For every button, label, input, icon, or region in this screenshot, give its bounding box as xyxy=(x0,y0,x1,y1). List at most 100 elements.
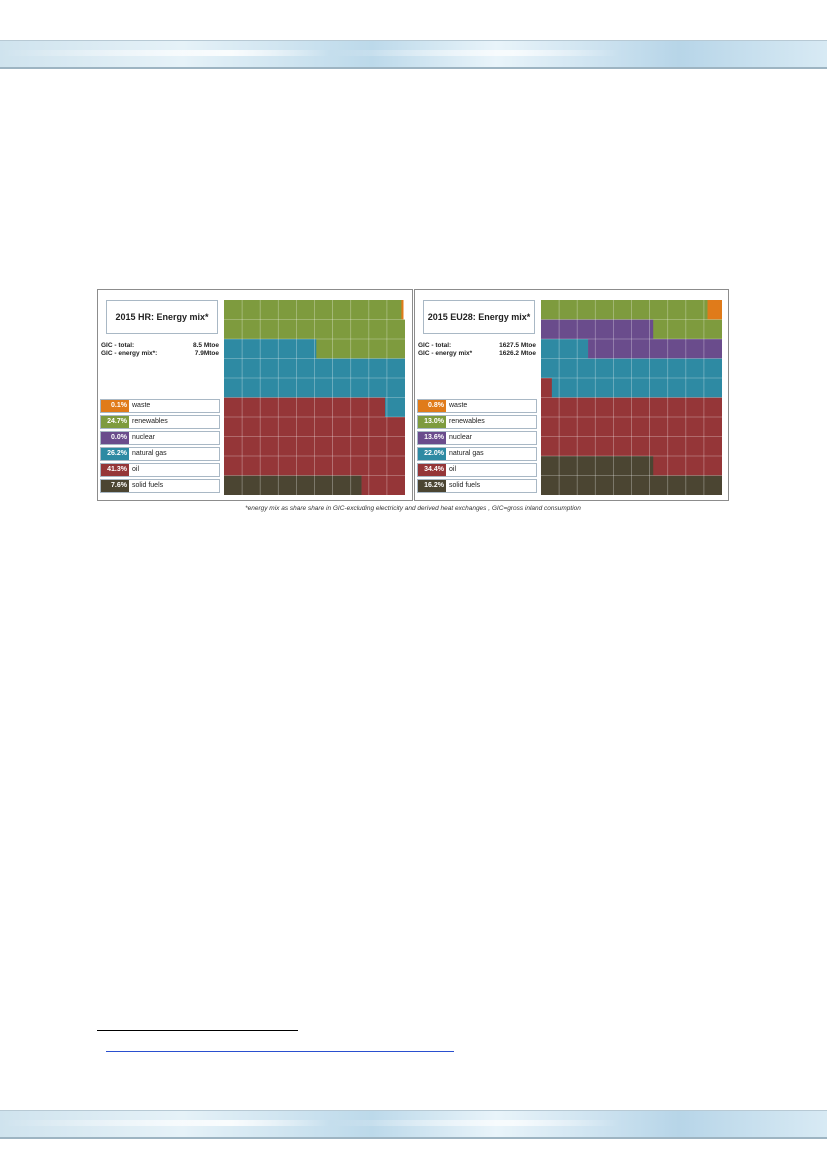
waffle-cell-oil xyxy=(541,436,560,456)
waffle-cell-oil xyxy=(667,417,687,437)
waffle-cell-oil xyxy=(350,456,370,476)
waffle-cell-oil xyxy=(368,417,388,437)
waffle-cell-oil xyxy=(350,417,370,437)
legend-label: waste xyxy=(449,402,468,409)
waffle-cell-natural-gas xyxy=(667,378,687,398)
waffle-cell-natural-gas xyxy=(350,358,370,378)
legend-pct: 13.0% xyxy=(418,416,446,428)
waffle-cell-natural-gas xyxy=(332,358,351,378)
legend-label: nuclear xyxy=(132,434,155,441)
waffle-cell-oil xyxy=(224,417,243,437)
footnote-separator xyxy=(97,1030,298,1031)
waffle-cell-oil xyxy=(595,397,614,417)
waffle-cell-oil xyxy=(559,397,578,417)
waffle-cell-nuclear xyxy=(613,319,632,339)
waffle-cell-oil xyxy=(332,417,351,437)
waffle-cell-renewables xyxy=(242,319,261,339)
waffle-cell-renewables xyxy=(260,319,279,339)
gic-energy-mix-value: 7.9Mtoe xyxy=(194,350,219,357)
legend-label: waste xyxy=(132,402,151,409)
waffle-cell-nuclear xyxy=(631,339,650,359)
waffle-cell-oil xyxy=(296,456,315,476)
waffle-cell-natural-gas xyxy=(386,378,405,398)
waffle-cell-oil xyxy=(703,417,722,437)
waffle-cell-natural-gas xyxy=(296,358,315,378)
waffle-cell-natural-gas xyxy=(685,378,705,398)
legend-pct: 7.6% xyxy=(101,480,129,492)
waffle-cell-renewables xyxy=(595,300,614,320)
gic-total-label: GIC - total: xyxy=(101,342,135,349)
waffle-cell-solid-fuels xyxy=(631,456,650,476)
legend-label: nuclear xyxy=(449,434,472,441)
legend-label: renewables xyxy=(449,418,485,425)
waffle-cell-renewables xyxy=(350,319,370,339)
waffle-cell-natural-gas xyxy=(649,378,668,398)
waffle-cell-nuclear xyxy=(703,339,722,359)
waffle-cell-renewables xyxy=(278,300,297,320)
waffle-cell-natural-gas xyxy=(595,358,614,378)
legend-pct: 41.3% xyxy=(101,464,129,476)
gic-total-row: GIC - total: 1627.5 Mtoe xyxy=(418,342,538,351)
waffle-cell-oil xyxy=(685,436,705,456)
waffle-cell-oil xyxy=(242,456,261,476)
waffle-cell-renewables xyxy=(386,339,405,359)
waffle-cell-natural-gas xyxy=(350,378,370,398)
waffle-cell-renewables xyxy=(332,300,351,320)
waffle-cell-renewables xyxy=(649,300,668,320)
waffle-cell-oil xyxy=(260,436,279,456)
waffle-cell-oil xyxy=(613,417,632,437)
waffle-cell-natural-gas xyxy=(541,358,560,378)
waffle-cell-natural-gas xyxy=(296,339,315,359)
waffle-cell-renewables xyxy=(386,319,405,339)
waffle-cell-oil xyxy=(667,456,687,476)
gic-total-value: 8.5 Mtoe xyxy=(192,342,219,349)
legend-label: oil xyxy=(132,466,140,473)
waffle-cell-oil xyxy=(224,436,243,456)
waffle-cell-solid-fuels xyxy=(332,475,351,495)
waffle-cell-oil xyxy=(577,417,596,437)
waffle-cell-oil xyxy=(631,397,650,417)
waffle-cell-oil xyxy=(224,456,243,476)
waffle-cell-natural-gas xyxy=(314,358,333,378)
waffle-cell-natural-gas xyxy=(224,339,243,359)
waffle-cell-natural-gas xyxy=(278,358,297,378)
waffle-cell-nuclear xyxy=(649,339,668,359)
waffle-cell-waste xyxy=(707,300,722,320)
waffle-cell-solid-fuels xyxy=(667,475,687,495)
waffle-cell-renewables xyxy=(667,300,687,320)
waffle-cell-oil xyxy=(559,436,578,456)
waffle-cell-renewables xyxy=(224,300,243,320)
waffle-cell-oil xyxy=(577,397,596,417)
legend-item-natural-gas: 26.2% natural gas xyxy=(100,447,220,461)
legend-label: natural gas xyxy=(132,450,167,457)
waffle-cell-solid-fuels xyxy=(649,475,668,495)
waffle-cell-waste xyxy=(401,300,404,320)
waffle-cell-renewables xyxy=(314,300,333,320)
waffle-cell-solid-fuels xyxy=(296,475,315,495)
legend-item-solid-fuels: 16.2% solid fuels xyxy=(417,479,537,493)
waffle-cell-natural-gas xyxy=(577,358,596,378)
waffle-cell-oil xyxy=(631,436,650,456)
legend-pct: 0.1% xyxy=(101,400,129,412)
gic-energy-mix-value: 1626.2 Mtoe xyxy=(499,350,536,357)
waffle-cell-natural-gas xyxy=(631,358,650,378)
gic-energy-mix-label: GIC - energy mix* xyxy=(418,350,473,357)
waffle-cell-oil xyxy=(595,436,614,456)
waffle-cell-oil xyxy=(613,397,632,417)
gic-total-value: 1627.5 Mtoe xyxy=(499,342,536,349)
waffle-cell-nuclear xyxy=(541,319,560,339)
waffle-cell-natural-gas xyxy=(224,378,243,398)
waffle-cell-oil xyxy=(649,436,668,456)
waffle-cell-oil xyxy=(386,417,405,437)
waffle-cell-oil xyxy=(685,397,705,417)
waffle-cell-oil xyxy=(350,397,370,417)
waffle-cell-oil xyxy=(368,456,388,476)
waffle-cell-renewables xyxy=(613,300,632,320)
legend-pct: 13.6% xyxy=(418,432,446,444)
waffle-cell-nuclear xyxy=(588,339,596,359)
waffle-cell-renewables xyxy=(296,300,315,320)
waffle-cell-natural-gas xyxy=(368,358,388,378)
waffle-cell-oil xyxy=(613,436,632,456)
waffle-cell-renewables xyxy=(296,319,315,339)
waffle-cell-oil xyxy=(667,397,687,417)
